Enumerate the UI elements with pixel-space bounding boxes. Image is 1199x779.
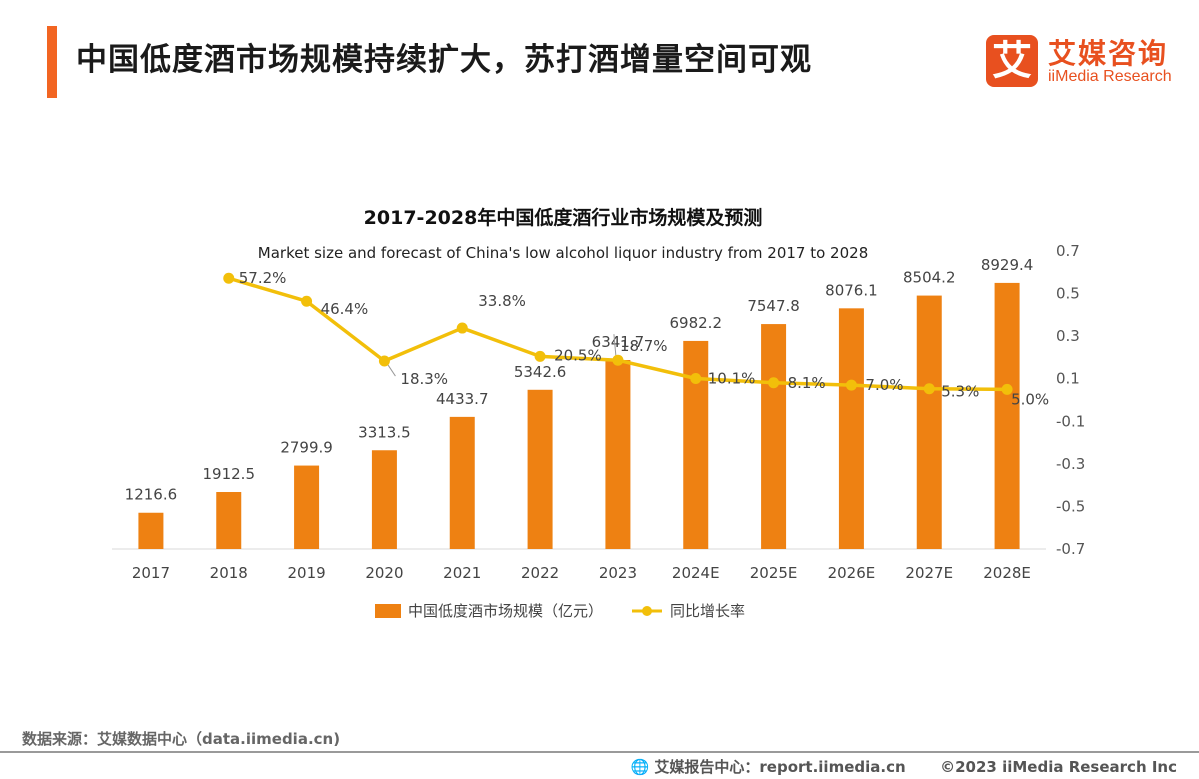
bar-value-label: 3313.5 bbox=[358, 423, 411, 441]
y-right-tick-label: -0.7 bbox=[1056, 540, 1085, 558]
growth-rate-point bbox=[223, 272, 235, 284]
logo-text-en: iiMedia Research bbox=[1048, 68, 1172, 85]
x-tick-label: 2017 bbox=[132, 564, 170, 582]
x-tick-label: 2019 bbox=[287, 564, 325, 582]
bar bbox=[761, 324, 787, 549]
x-tick-label: 2020 bbox=[365, 564, 403, 582]
copyright: ©2023 iiMedia Research Inc bbox=[940, 758, 1177, 776]
chart-title: 2017-2028年中国低度酒行业市场规模及预测 bbox=[364, 206, 763, 229]
bar bbox=[916, 295, 942, 549]
x-tick-label: 2028E bbox=[983, 564, 1031, 582]
growth-rate-label: 10.1% bbox=[708, 370, 756, 388]
footer-divider bbox=[0, 751, 1199, 753]
page-title: 中国低度酒市场规模持续扩大，苏打酒增量空间可观 bbox=[76, 42, 812, 78]
bar bbox=[605, 360, 631, 549]
growth-rate-label: 20.5% bbox=[554, 346, 602, 364]
growth-rate-label: 7.0% bbox=[865, 376, 903, 394]
y-right-tick-label: 0.5 bbox=[1056, 285, 1080, 303]
y-right-tick-label: 0.3 bbox=[1056, 327, 1080, 345]
growth-rate-point bbox=[534, 350, 546, 362]
bar bbox=[371, 450, 397, 549]
logo-mark: 艾 bbox=[986, 35, 1038, 87]
growth-rate-point bbox=[768, 377, 780, 389]
growth-rate-label: 5.0% bbox=[1011, 390, 1049, 408]
y-right-tick-label: 0.1 bbox=[1056, 370, 1080, 388]
x-tick-label: 2018 bbox=[210, 564, 248, 582]
footer-credits: 🌐 艾媒报告中心：report.iimedia.cn ©2023 iiMedia… bbox=[630, 756, 1177, 777]
bar bbox=[216, 492, 242, 549]
legend-bar-swatch bbox=[375, 604, 401, 618]
logo-text-cn: 艾媒咨询 bbox=[1048, 37, 1169, 70]
bar bbox=[994, 282, 1020, 549]
growth-rate-label: 5.3% bbox=[941, 383, 979, 401]
bar bbox=[683, 340, 709, 549]
label-leader-line bbox=[613, 334, 617, 357]
bar bbox=[294, 465, 320, 549]
legend-line-marker bbox=[642, 606, 652, 616]
growth-rate-label: 8.1% bbox=[788, 374, 826, 392]
growth-rate-label: 18.3% bbox=[400, 370, 448, 388]
x-tick-label: 2023 bbox=[599, 564, 637, 582]
growth-rate-label: 57.2% bbox=[239, 269, 287, 287]
bar bbox=[449, 416, 475, 549]
bar-value-label: 8076.1 bbox=[825, 281, 878, 299]
bar-value-label: 1912.5 bbox=[203, 465, 256, 483]
growth-rate-label: 18.7% bbox=[620, 337, 668, 355]
chart-subtitle: Market size and forecast of China's low … bbox=[258, 244, 868, 262]
legend-line-label: 同比增长率 bbox=[670, 602, 745, 620]
globe-icon: 🌐 bbox=[630, 758, 650, 776]
growth-rate-point bbox=[1001, 383, 1013, 395]
bar bbox=[138, 512, 164, 549]
bar-value-label: 2799.9 bbox=[280, 439, 333, 457]
y-right-tick-label: 0.7 bbox=[1056, 242, 1080, 260]
bar-value-label: 8929.4 bbox=[981, 256, 1034, 274]
growth-rate-point bbox=[456, 322, 468, 334]
x-tick-label: 2024E bbox=[672, 564, 720, 582]
x-tick-label: 2025E bbox=[750, 564, 798, 582]
y-right-tick-label: -0.5 bbox=[1056, 497, 1085, 515]
growth-rate-point bbox=[301, 295, 313, 307]
label-leader-line bbox=[387, 363, 396, 377]
bar-value-label: 8504.2 bbox=[903, 269, 956, 287]
data-source: 数据来源：艾媒数据中心（data.iimedia.cn) bbox=[22, 730, 341, 748]
bar bbox=[838, 308, 864, 549]
bar-value-label: 6982.2 bbox=[670, 314, 723, 332]
y-right-tick-label: -0.3 bbox=[1056, 455, 1085, 473]
growth-rate-label: 46.4% bbox=[321, 300, 369, 318]
x-tick-label: 2022 bbox=[521, 564, 559, 582]
bar-value-label: 5342.6 bbox=[514, 363, 567, 381]
report-center-link[interactable]: 艾媒报告中心：report.iimedia.cn bbox=[654, 758, 906, 776]
brand-logo: 艾 艾媒咨询 iiMedia Research bbox=[986, 30, 1176, 90]
x-tick-label: 2027E bbox=[905, 564, 953, 582]
bar-value-label: 4433.7 bbox=[436, 390, 489, 408]
growth-rate-point bbox=[690, 373, 702, 385]
bar-value-label: 7547.8 bbox=[747, 297, 800, 315]
legend-bar-label: 中国低度酒市场规模（亿元） bbox=[408, 602, 603, 620]
bar bbox=[527, 389, 553, 549]
growth-rate-point bbox=[612, 354, 624, 366]
x-tick-label: 2021 bbox=[443, 564, 481, 582]
bar-value-label: 1216.6 bbox=[125, 486, 178, 504]
growth-rate-point bbox=[845, 379, 857, 391]
growth-rate-point bbox=[923, 383, 935, 395]
title-accent-bar bbox=[47, 26, 57, 98]
growth-rate-point bbox=[378, 355, 390, 367]
x-tick-label: 2026E bbox=[828, 564, 876, 582]
y-right-tick-label: -0.1 bbox=[1056, 412, 1085, 430]
growth-rate-label: 33.8% bbox=[478, 292, 526, 310]
bar-value-label: 6341.7 bbox=[592, 333, 645, 351]
